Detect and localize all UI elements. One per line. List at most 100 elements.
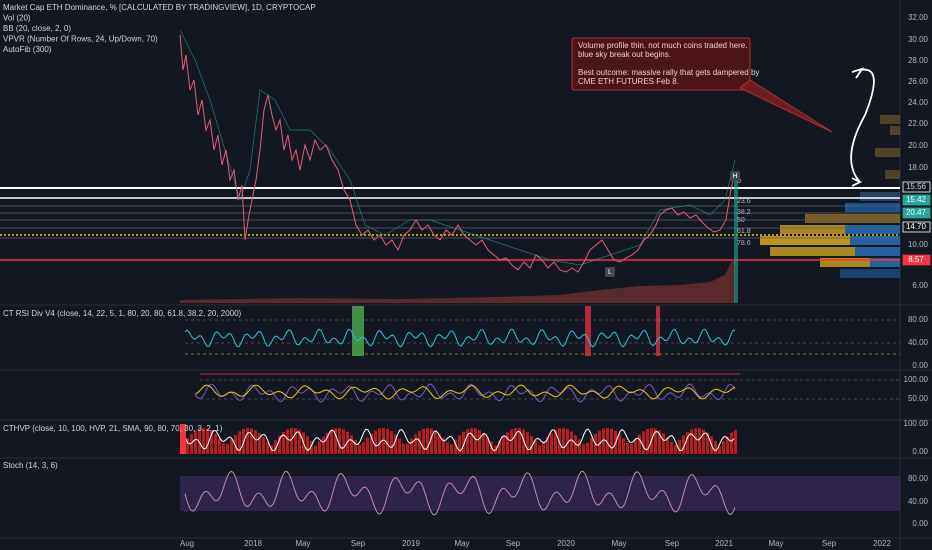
hvp-bar: [402, 443, 405, 454]
time-label: 2019: [402, 539, 420, 548]
bollinger-band: [179, 29, 736, 266]
hvp-bar: [630, 443, 633, 454]
time-label: 2021: [715, 539, 733, 548]
hvp-bar: [466, 429, 469, 454]
hvp-bar: [498, 440, 501, 454]
panel-axis-label: 40.00: [908, 338, 929, 347]
hvp-bar: [406, 443, 409, 454]
hvp-bar: [206, 428, 209, 454]
time-label: 2022: [873, 539, 891, 548]
hvp-bar: [338, 428, 341, 454]
price-tag: [902, 181, 931, 193]
hvp-bar: [634, 439, 637, 454]
hvp-bar: [398, 438, 401, 454]
panel-axis-label: 40.00: [908, 497, 929, 506]
hvp-line: [181, 428, 735, 452]
panel-axis-label: 100.00: [904, 375, 929, 384]
legend-entry: BB (20, close, 2, 0): [3, 24, 71, 33]
hvp-bar: [234, 434, 237, 454]
legend-entry: VPVR (Number Of Rows, 24, Up/Down, 70): [3, 35, 158, 44]
hvp-bar: [202, 428, 205, 454]
hvp-bar: [694, 428, 697, 454]
hvp-bar: [386, 428, 389, 454]
hvp-bar: [730, 432, 733, 454]
volume-profile: [760, 115, 900, 278]
hvp-bar: [606, 428, 609, 454]
hvp-bar: [642, 431, 645, 454]
marker-box: [605, 267, 615, 277]
hvp-bar: [482, 432, 485, 454]
time-label: May: [454, 539, 469, 548]
hvp-bar: [602, 428, 605, 454]
panel-title: CTHVP (close, 10, 100, HVP, 21, SMA, 90,…: [3, 424, 223, 433]
legend-entry: Vol (20): [3, 14, 31, 23]
price-tag: [902, 221, 931, 233]
hvp-bar: [562, 428, 565, 454]
time-label: Sep: [506, 539, 521, 548]
hvp-bar: [226, 443, 229, 454]
fib-label: 78.6: [737, 240, 751, 247]
hvp-bar: [458, 435, 461, 454]
panel-axis-label: 80.00: [908, 474, 929, 483]
hvp-bar: [542, 441, 545, 454]
hvp-bar: [582, 444, 585, 454]
hvp-bar: [310, 440, 313, 454]
hvp-bar: [362, 442, 365, 454]
panel-axis-label: 0.00: [912, 519, 928, 528]
note-box: [571, 37, 751, 91]
hvp-bar: [290, 428, 293, 454]
panel-axis-label: 0.00: [912, 361, 928, 370]
stoch-line: [184, 470, 736, 516]
price-label: 10.00: [908, 240, 929, 249]
arrow-heads: [851, 67, 865, 187]
price-tag: [902, 194, 931, 206]
time-label: 2018: [244, 539, 262, 548]
hvp-bar: [678, 440, 681, 454]
hvp-bar: [442, 437, 445, 454]
hvp-bar: [530, 435, 533, 454]
hvp-bar: [298, 429, 301, 454]
hvp-bar: [342, 429, 345, 454]
hvp-bar: [366, 437, 369, 454]
panel-axis-label: 0.00: [912, 447, 928, 456]
time-label: Sep: [351, 539, 366, 548]
hvp-bar: [618, 434, 621, 454]
hvp-bar: [578, 439, 581, 454]
hvp-bar: [322, 436, 325, 454]
hvp-bar: [662, 433, 665, 454]
hvp-bar: [330, 429, 333, 454]
hvp-bar: [358, 444, 361, 454]
hvp-bar: [334, 428, 337, 454]
panel-axis-label: 80.00: [908, 315, 929, 324]
hvp-bar: [690, 429, 693, 454]
hvp-bar: [510, 429, 513, 454]
hvp-bar: [378, 428, 381, 454]
hvp-bar: [238, 431, 241, 454]
curved-arrow: [850, 68, 875, 183]
marker: L: [608, 269, 612, 276]
price-label: 6.00: [912, 281, 928, 290]
hvp-bar: [718, 445, 721, 454]
hvp-bar: [246, 428, 249, 454]
hvp-bar: [518, 428, 521, 454]
hvp-bar: [586, 442, 589, 454]
fib-label: 38.2: [737, 209, 751, 216]
hvp-bar: [714, 440, 717, 454]
hvp-bar: [218, 438, 221, 454]
volume-bars: [180, 255, 735, 303]
tdi-signal: [194, 384, 736, 400]
hvp-bar: [190, 433, 193, 454]
hvp-bar: [682, 435, 685, 454]
note-line: CME ETH FUTURES Feb 8.: [578, 77, 679, 86]
price-label: 18.00: [908, 163, 929, 172]
price-tag-label: 15.42: [906, 195, 927, 204]
hvp-bar: [430, 428, 433, 454]
hvp-bar: [314, 445, 317, 454]
hvp-bar: [294, 428, 297, 454]
price-tag-label: 8.57: [908, 255, 924, 264]
price-label: 26.00: [908, 77, 929, 86]
hvp-bar: [522, 429, 525, 454]
levels: [0, 187, 900, 261]
hvp-bar: [250, 428, 253, 454]
hvp-bar: [546, 437, 549, 454]
